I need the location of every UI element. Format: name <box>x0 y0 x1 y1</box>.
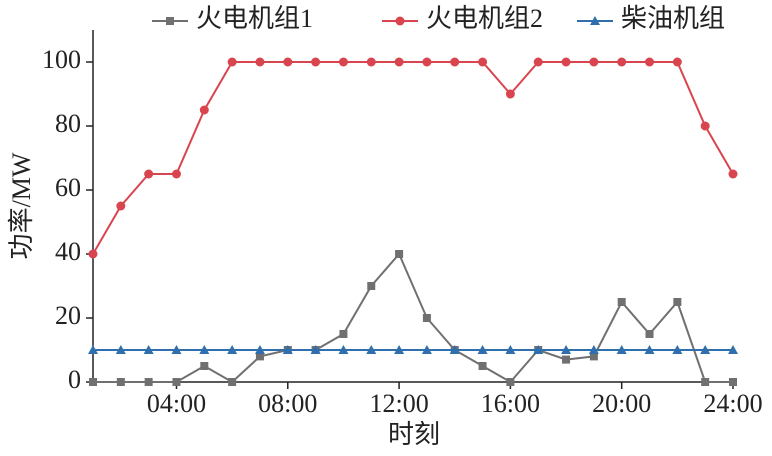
marker <box>589 352 598 361</box>
marker <box>144 169 154 179</box>
legend-marker <box>590 16 600 25</box>
y-tick-label: 80 <box>55 109 81 138</box>
marker <box>200 362 209 370</box>
x-tick-label: 04:00 <box>147 389 206 418</box>
marker <box>561 57 571 67</box>
marker <box>645 330 654 338</box>
marker <box>450 57 460 67</box>
marker <box>283 57 293 67</box>
y-tick-label: 100 <box>42 45 81 74</box>
marker <box>310 345 321 354</box>
marker <box>617 57 627 67</box>
marker <box>672 345 683 354</box>
marker <box>366 345 377 354</box>
series-line <box>93 252 733 384</box>
marker <box>116 201 126 211</box>
y-tick-label: 60 <box>55 173 81 202</box>
marker <box>116 378 125 386</box>
marker <box>338 57 348 67</box>
marker <box>478 57 488 67</box>
marker <box>562 355 571 364</box>
marker <box>254 345 265 354</box>
marker <box>171 345 182 354</box>
marker <box>422 57 432 67</box>
marker <box>255 352 264 361</box>
marker <box>505 345 516 354</box>
y-tick-label: 20 <box>55 301 81 330</box>
marker <box>728 345 738 354</box>
marker <box>477 345 488 354</box>
marker <box>561 345 572 354</box>
marker <box>506 378 515 386</box>
legend-label: 火电机组1 <box>196 4 313 33</box>
marker <box>478 362 487 370</box>
legend-marker <box>166 17 174 25</box>
x-tick-label: 20:00 <box>592 389 651 418</box>
x-tick-label: 08:00 <box>258 389 317 418</box>
marker <box>644 345 655 354</box>
marker <box>228 378 237 386</box>
x-tick-label: 16:00 <box>481 389 540 418</box>
marker <box>645 57 655 67</box>
marker <box>367 282 376 290</box>
marker <box>533 57 543 67</box>
marker <box>144 378 153 386</box>
marker <box>172 378 181 386</box>
y-tick-label: 40 <box>55 237 81 266</box>
marker <box>115 345 126 354</box>
marker <box>255 57 265 67</box>
marker <box>394 345 405 354</box>
marker <box>533 345 544 354</box>
marker <box>88 345 98 354</box>
legend-marker <box>395 16 405 26</box>
marker <box>395 250 404 258</box>
marker <box>89 378 97 386</box>
marker <box>588 345 599 354</box>
y-axis-title: 功率/MW <box>7 152 36 259</box>
marker <box>421 345 432 354</box>
marker <box>700 345 711 354</box>
marker <box>422 314 431 322</box>
marker <box>143 345 154 354</box>
marker <box>728 169 738 179</box>
marker <box>505 89 515 99</box>
marker <box>449 345 460 354</box>
x-tick-label: 24:00 <box>703 389 762 418</box>
marker <box>199 105 209 115</box>
marker <box>282 345 293 354</box>
y-tick-label: 0 <box>68 365 81 394</box>
marker <box>672 57 682 67</box>
marker <box>199 345 210 354</box>
marker <box>729 378 737 386</box>
marker <box>171 169 181 179</box>
marker <box>394 57 404 67</box>
marker <box>88 249 98 259</box>
marker <box>227 345 238 354</box>
marker <box>311 57 321 67</box>
marker <box>589 57 599 67</box>
x-tick-label: 12:00 <box>369 389 428 418</box>
marker <box>617 298 626 306</box>
marker <box>700 121 710 131</box>
marker <box>338 345 349 354</box>
legend-label: 火电机组2 <box>426 4 543 33</box>
x-axis-title: 时刻 <box>388 420 440 449</box>
marker <box>701 378 710 386</box>
legend-label: 柴油机组 <box>621 4 725 33</box>
marker <box>673 298 682 306</box>
marker <box>227 57 237 67</box>
marker <box>616 345 627 354</box>
marker <box>366 57 376 67</box>
marker <box>339 330 348 338</box>
series-line <box>92 61 734 255</box>
